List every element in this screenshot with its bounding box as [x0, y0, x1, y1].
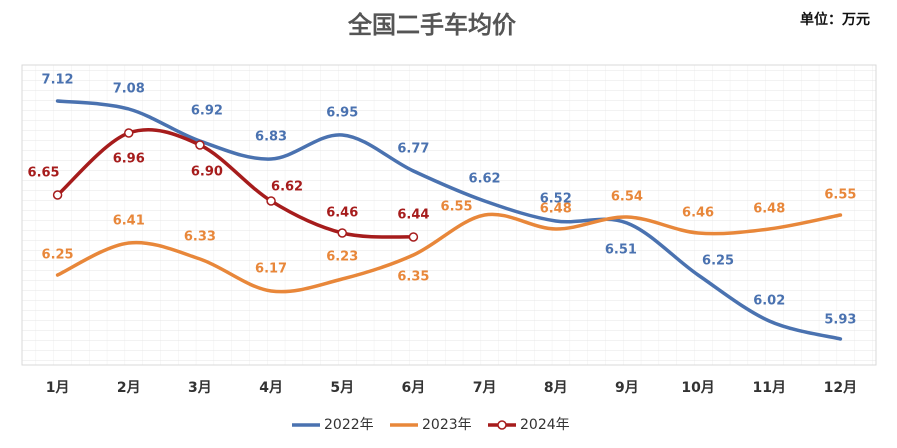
data-label: 6.95 — [326, 106, 358, 121]
legend-label: 2022年 — [324, 417, 374, 433]
data-label: 6.65 — [28, 166, 60, 181]
data-label: 6.90 — [191, 165, 223, 180]
data-label: 6.44 — [397, 208, 429, 223]
x-tick-label: 3月 — [188, 380, 212, 396]
grid-h — [21, 64, 877, 366]
data-label: 6.41 — [113, 214, 145, 229]
point-marker — [52, 190, 63, 200]
x-tick-label: 8月 — [544, 380, 568, 396]
data-label: 6.25 — [702, 254, 734, 269]
x-tick-label: 11月 — [753, 380, 786, 396]
x-tick-label: 6月 — [402, 380, 426, 396]
data-label: 6.17 — [255, 262, 287, 277]
legend-label: 2024年 — [520, 417, 570, 433]
x-tick-label: 9月 — [615, 380, 639, 396]
data-label: 6.55 — [441, 200, 473, 215]
data-label: 6.33 — [184, 230, 216, 245]
data-label: 6.23 — [326, 250, 358, 265]
x-tick-label: 7月 — [473, 380, 497, 396]
data-label: 6.35 — [397, 270, 429, 285]
data-label: 6.52 — [540, 192, 572, 207]
legend-label: 2023年 — [422, 417, 472, 433]
point-marker — [195, 140, 205, 150]
point-marker — [337, 228, 347, 238]
data-label: 6.55 — [824, 188, 856, 203]
x-tick-label: 1月 — [46, 380, 70, 396]
data-label: 6.51 — [605, 243, 637, 258]
x-tick-label: 12月 — [824, 380, 857, 396]
data-label: 6.92 — [191, 104, 223, 119]
data-label: 6.77 — [397, 142, 429, 157]
data-label: 7.12 — [42, 73, 74, 88]
data-label: 6.46 — [326, 206, 358, 221]
chart-title: 全国二手车均价 — [347, 11, 517, 39]
legend-marker — [497, 420, 507, 430]
data-label: 6.48 — [540, 202, 572, 217]
point-marker — [408, 232, 419, 242]
data-label: 6.25 — [42, 248, 74, 263]
data-label: 5.93 — [824, 313, 856, 328]
data-label: 6.54 — [611, 190, 643, 205]
data-label: 6.62 — [271, 180, 303, 195]
x-tick-label: 10月 — [681, 380, 714, 396]
x-tick-label: 4月 — [259, 380, 283, 396]
series-line — [55, 212, 843, 294]
data-label: 6.62 — [469, 172, 501, 187]
data-label: 6.48 — [753, 202, 785, 217]
data-label: 6.83 — [255, 130, 287, 145]
point-marker — [124, 128, 134, 138]
data-label: 6.96 — [113, 152, 145, 167]
x-tick-label: 2月 — [117, 380, 141, 396]
point-marker — [266, 196, 276, 206]
data-label: 7.08 — [113, 82, 145, 97]
unit-note: 单位：万元 — [800, 11, 870, 28]
data-label: 6.46 — [682, 206, 714, 221]
data-label: 6.02 — [753, 294, 785, 309]
x-tick-label: 5月 — [330, 380, 354, 396]
